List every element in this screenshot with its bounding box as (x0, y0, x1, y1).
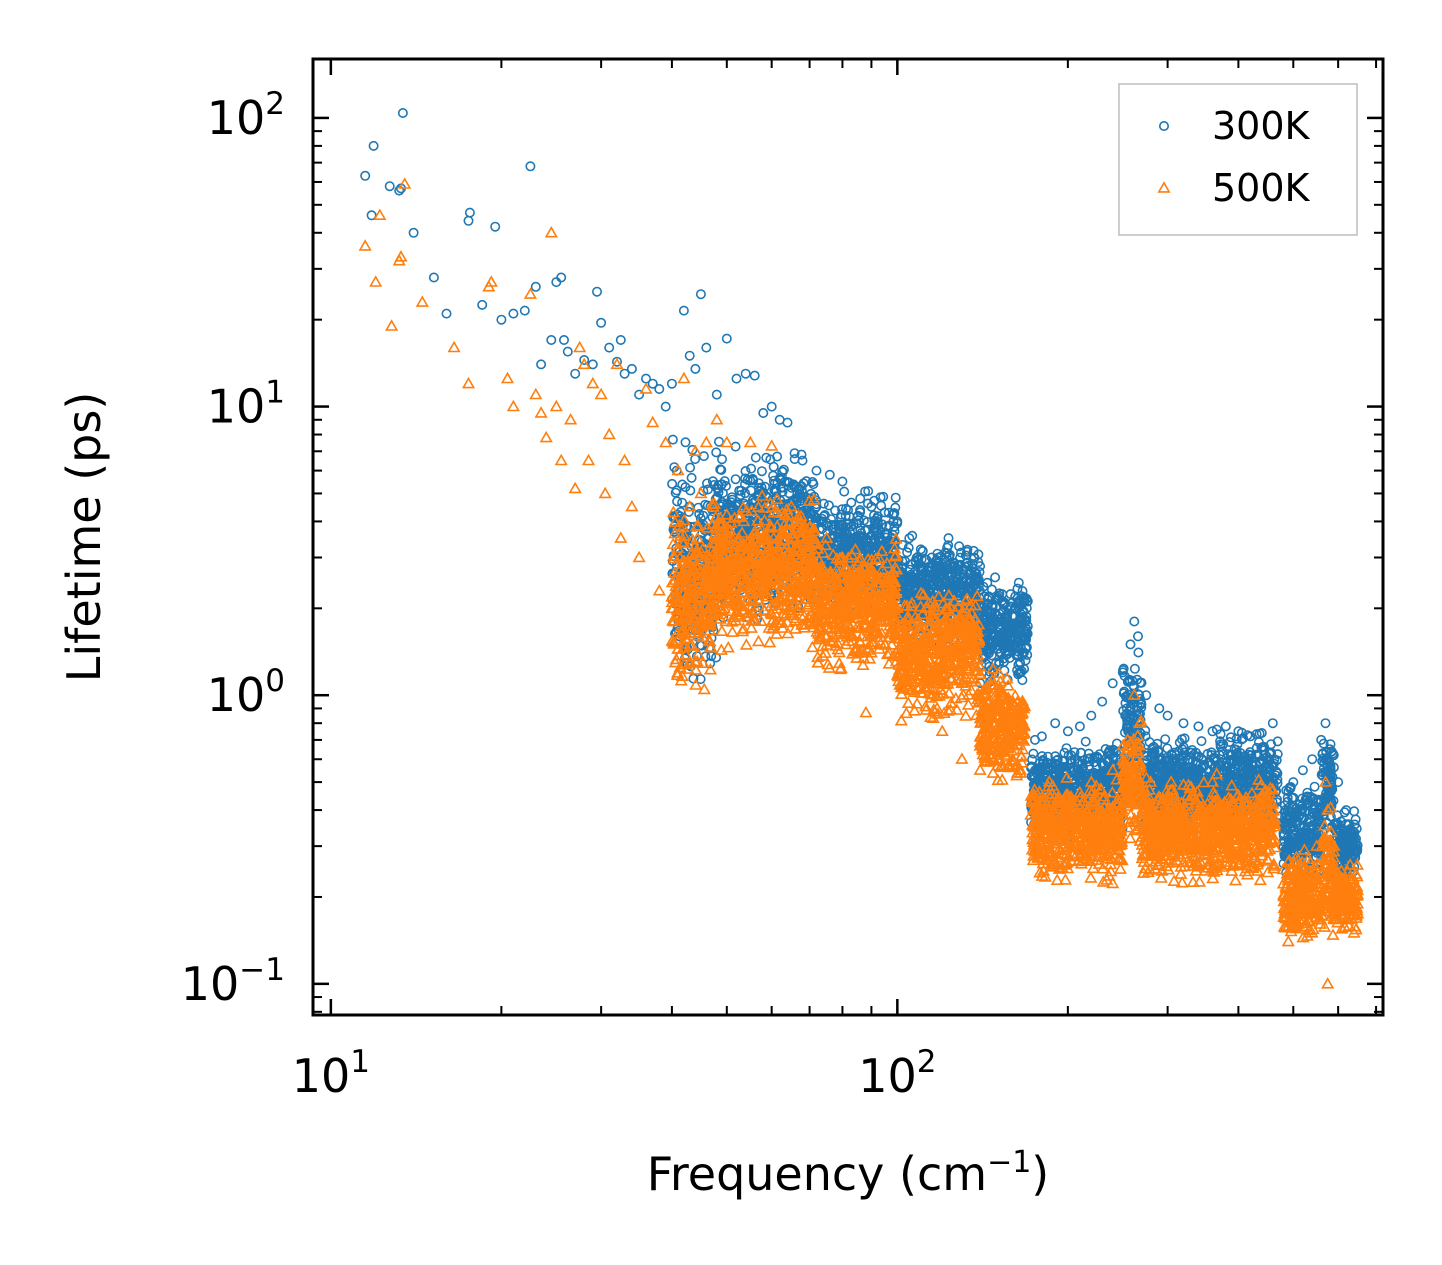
data-point (768, 461, 779, 472)
data-point (740, 466, 751, 477)
data-point (839, 486, 850, 497)
data-point (830, 505, 841, 516)
data-point (716, 454, 727, 465)
data-point (821, 537, 832, 548)
data-point (713, 480, 724, 491)
data-point (735, 489, 746, 500)
data-point (817, 517, 828, 528)
data-point (713, 436, 724, 447)
data-point (863, 486, 874, 497)
data-points-layer (358, 108, 1365, 989)
data-point (889, 521, 900, 532)
data-point (756, 466, 767, 477)
data-point (855, 505, 866, 516)
data-point (848, 518, 859, 529)
data-point (734, 485, 745, 496)
data-point (726, 492, 737, 503)
data-point (716, 464, 727, 475)
data-point (680, 437, 691, 448)
data-point (890, 492, 901, 503)
data-point (667, 434, 678, 445)
data-point (672, 509, 683, 520)
data-point (759, 481, 770, 492)
data-point (887, 544, 898, 555)
data-point (839, 543, 850, 554)
data-point (868, 510, 879, 521)
data-point (695, 513, 706, 524)
data-point (854, 535, 865, 546)
data-point (698, 451, 709, 462)
data-point (826, 519, 837, 530)
data-point (750, 452, 761, 463)
data-point (667, 478, 678, 489)
data-point (866, 536, 877, 547)
data-point (789, 448, 800, 459)
data-point (805, 508, 816, 519)
data-point (883, 507, 894, 518)
data-point (711, 447, 722, 458)
data-point (680, 482, 691, 493)
data-point (685, 462, 696, 473)
data-point (853, 530, 864, 541)
data-point (746, 463, 757, 474)
data-point (790, 494, 801, 505)
data-point (890, 502, 901, 513)
data-point (858, 515, 869, 526)
data-point (793, 483, 804, 494)
data-point (686, 472, 697, 483)
data-point (713, 483, 724, 494)
data-point (677, 497, 688, 508)
data-point (730, 474, 741, 485)
data-point (872, 519, 883, 530)
data-point (784, 488, 795, 499)
data-point (808, 479, 819, 490)
data-point (796, 481, 807, 492)
data-point (844, 534, 855, 545)
data-point (842, 505, 853, 516)
data-point (821, 517, 832, 528)
data-point (768, 475, 779, 486)
data-point (840, 510, 851, 521)
data-point (677, 479, 688, 490)
data-point (844, 511, 855, 522)
data-point (671, 485, 682, 496)
data-point (761, 452, 772, 463)
data-point (796, 449, 807, 460)
data-point (888, 516, 899, 527)
data-point (672, 496, 683, 507)
data-point (823, 500, 834, 511)
data-point (846, 521, 857, 532)
data-point (694, 508, 705, 519)
data-point (777, 466, 788, 477)
data-point (875, 492, 886, 503)
data-point (730, 500, 741, 511)
data-point (745, 475, 756, 486)
data-point (772, 451, 783, 462)
data-point (695, 674, 706, 685)
data-point (687, 444, 698, 455)
data-point (713, 487, 724, 498)
